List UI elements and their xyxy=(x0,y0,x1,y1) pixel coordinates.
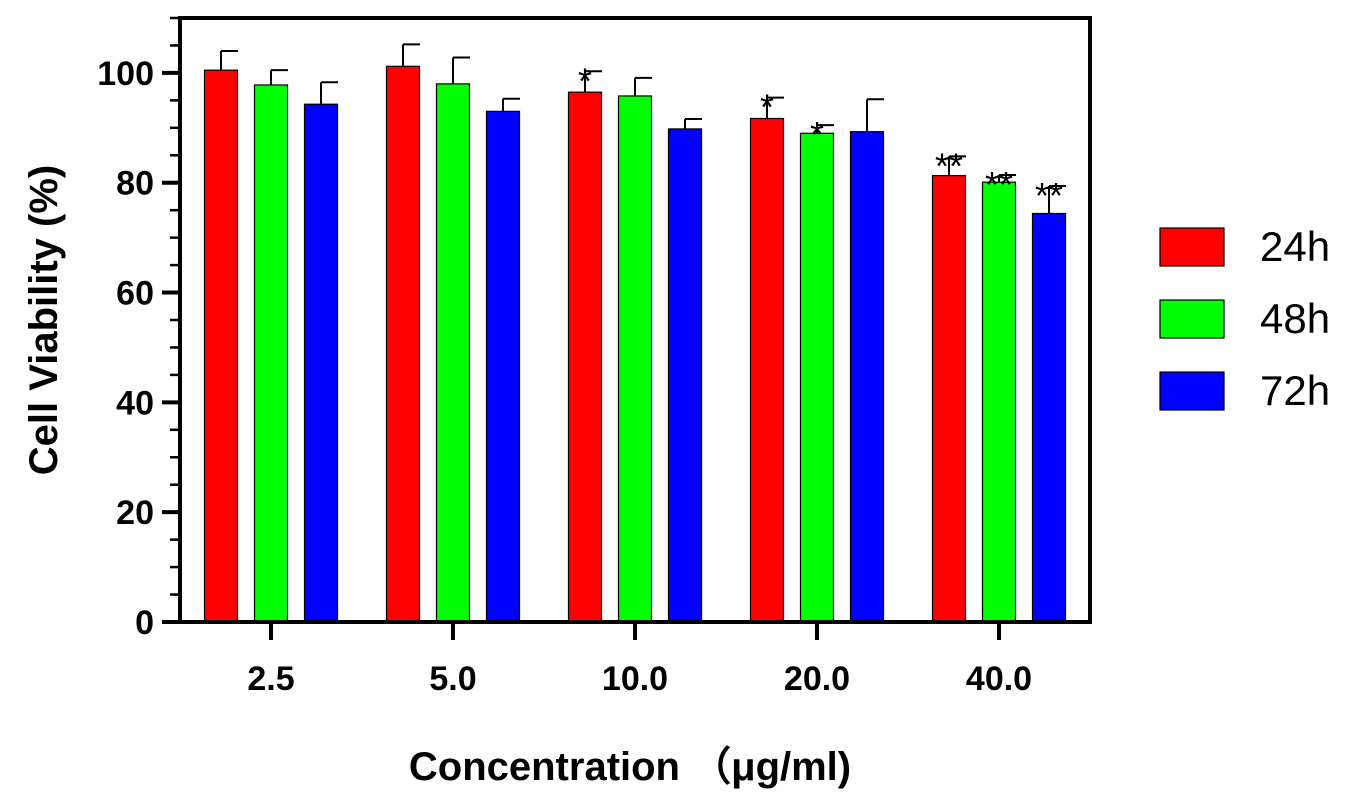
y-tick-label: 20 xyxy=(116,494,154,532)
legend-label-24h: 24h xyxy=(1260,223,1330,270)
y-tick-label: 60 xyxy=(116,275,154,313)
legend-swatch-48h xyxy=(1159,299,1225,339)
y-axis-title: Cell Viability (%) xyxy=(22,165,66,475)
bars-layer xyxy=(203,65,1067,623)
legend-label-48h: 48h xyxy=(1260,295,1330,342)
bar-24h-10.0 xyxy=(567,91,603,623)
significance-72h-40.0: ** xyxy=(1035,175,1063,216)
significance-layer: ***** ** ** xyxy=(578,60,1063,216)
bar-72h-10.0 xyxy=(667,128,703,623)
bar-24h-20.0 xyxy=(749,117,785,623)
legend-label-72h: 72h xyxy=(1260,367,1330,414)
bar-24h-40.0 xyxy=(931,174,967,623)
x-axis-title: Concentration （μg/ml) xyxy=(409,745,851,789)
bar-24h-5.0 xyxy=(385,65,421,623)
bar-72h-2.5 xyxy=(303,103,339,623)
significance-24h-20.0: * xyxy=(760,87,774,128)
significance-24h-10.0: * xyxy=(578,60,592,101)
bar-48h-40.0 xyxy=(981,181,1017,623)
x-tick-label: 5.0 xyxy=(429,660,476,698)
x-tick-label: 40.0 xyxy=(966,660,1032,698)
y-tick-label: 80 xyxy=(116,165,154,203)
bar-48h-2.5 xyxy=(253,84,289,623)
y-tick-label: 100 xyxy=(97,55,154,93)
significance-24h-40.0: ** xyxy=(935,145,963,186)
axes-layer xyxy=(162,16,1092,640)
y-tick-label: 40 xyxy=(116,384,154,422)
bar-72h-20.0 xyxy=(849,131,885,623)
bar-24h-2.5 xyxy=(203,69,239,623)
bar-72h-5.0 xyxy=(485,110,521,623)
legend: 24h 48h 72h xyxy=(1159,223,1330,414)
x-tick-label: 20.0 xyxy=(784,660,850,698)
bar-72h-40.0 xyxy=(1031,212,1067,623)
x-tick-label: 10.0 xyxy=(602,660,668,698)
bar-48h-10.0 xyxy=(617,95,653,623)
significance-48h-40.0: ** xyxy=(985,164,1013,205)
bar-48h-20.0 xyxy=(799,132,835,623)
y-tick-label: 0 xyxy=(135,604,154,642)
bar-48h-5.0 xyxy=(435,83,471,623)
x-tick-label: 2.5 xyxy=(247,660,294,698)
tick-labels-layer: 2.5 5.0 10.0 20.0 40.0 0 20 40 60 80 100 xyxy=(97,55,1032,698)
error-bars-layer xyxy=(220,43,1066,214)
legend-swatch-72h xyxy=(1159,371,1225,411)
significance-48h-20.0: * xyxy=(810,114,824,155)
legend-swatch-24h xyxy=(1159,227,1225,267)
